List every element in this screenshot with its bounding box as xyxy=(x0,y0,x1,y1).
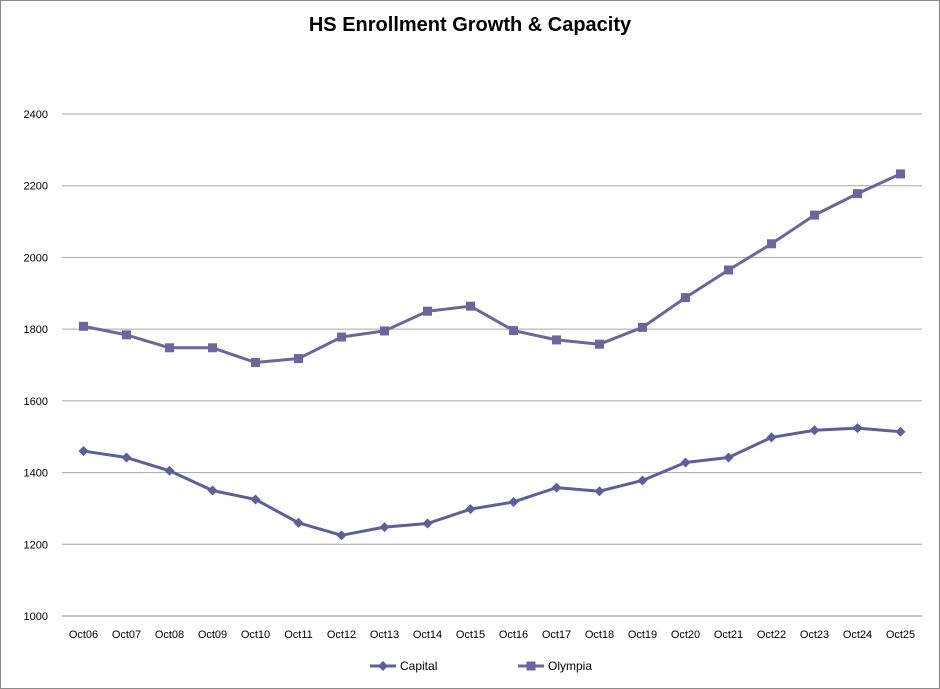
x-tick-label: Oct24 xyxy=(843,629,872,641)
y-tick-label: 1600 xyxy=(24,396,48,408)
x-tick-label: Oct20 xyxy=(671,629,700,641)
data-point-olympia xyxy=(251,357,260,367)
y-tick-label: 2400 xyxy=(24,109,48,121)
data-point-olympia xyxy=(466,301,475,311)
x-tick-label: Oct22 xyxy=(757,629,786,641)
data-point-capital xyxy=(78,446,89,457)
x-tick-label: Oct17 xyxy=(542,629,571,641)
x-tick-label: Oct13 xyxy=(370,629,399,641)
legend-marker-capital xyxy=(378,661,388,671)
series-line-olympia xyxy=(83,172,902,364)
data-point-olympia xyxy=(79,321,88,331)
data-point-capital xyxy=(422,518,433,529)
data-point-capital xyxy=(766,432,777,443)
legend-label-olympia: Olympia xyxy=(548,659,592,673)
data-point-capital xyxy=(809,425,820,436)
data-point-capital xyxy=(852,423,863,434)
x-tick-label: Oct06 xyxy=(69,629,98,641)
data-point-capital xyxy=(637,475,648,486)
y-tick-label: 2200 xyxy=(24,181,48,193)
series-line-capital xyxy=(83,426,901,537)
data-point-olympia xyxy=(552,335,561,345)
y-tick-label: 1000 xyxy=(24,611,48,623)
data-point-capital xyxy=(465,504,476,515)
data-point-olympia xyxy=(638,322,647,332)
data-point-olympia xyxy=(853,189,862,199)
data-point-capital xyxy=(164,465,175,476)
data-point-olympia xyxy=(724,265,733,275)
data-point-capital xyxy=(895,426,906,437)
x-tick-label: Oct14 xyxy=(413,629,442,641)
legend: Capital Olympia xyxy=(370,659,592,673)
y-tick-label: 1800 xyxy=(24,324,48,336)
data-point-capital xyxy=(594,486,605,497)
data-point-olympia xyxy=(767,239,776,249)
x-tick-label: Oct11 xyxy=(284,629,313,641)
data-point-capital xyxy=(508,496,519,507)
legend-label-capital: Capital xyxy=(400,659,437,673)
data-point-olympia xyxy=(208,343,217,353)
data-point-olympia xyxy=(122,330,131,340)
data-point-capital xyxy=(551,482,562,493)
data-point-olympia xyxy=(380,326,389,336)
x-axis-ticks: Oct06 Oct07 Oct08 Oct09 Oct10 Oct11 Oct12 Oct13… xyxy=(69,629,915,641)
x-tick-label: Oct16 xyxy=(499,629,528,641)
x-tick-label: Oct21 xyxy=(714,629,743,641)
x-tick-label: Oct25 xyxy=(886,629,915,641)
chart-title: HS Enrollment Growth & Capacity xyxy=(308,14,632,36)
x-tick-label: Oct12 xyxy=(327,629,356,641)
data-point-olympia xyxy=(810,210,819,220)
series-markers xyxy=(78,169,906,541)
data-point-olympia xyxy=(165,343,174,353)
series-lines xyxy=(83,172,902,537)
data-point-capital xyxy=(293,517,304,528)
data-point-olympia xyxy=(337,332,346,342)
data-point-capital xyxy=(680,457,691,468)
x-tick-label: Oct19 xyxy=(628,629,657,641)
y-tick-label: 2000 xyxy=(24,252,48,264)
data-point-olympia xyxy=(509,326,518,336)
data-point-capital xyxy=(379,522,390,533)
data-point-olympia xyxy=(423,306,432,316)
x-tick-label: Oct08 xyxy=(155,629,184,641)
data-point-capital xyxy=(121,452,132,463)
data-point-capital xyxy=(250,494,261,505)
data-point-capital xyxy=(723,452,734,463)
data-point-capital xyxy=(336,530,347,541)
data-point-olympia xyxy=(896,169,905,179)
data-point-capital xyxy=(207,485,218,496)
x-tick-label: Oct07 xyxy=(112,629,141,641)
gridlines xyxy=(62,113,922,617)
data-point-olympia xyxy=(294,354,303,364)
data-point-olympia xyxy=(595,339,604,349)
y-tick-label: 1200 xyxy=(24,539,48,551)
x-tick-label: Oct23 xyxy=(800,629,829,641)
x-tick-label: Oct18 xyxy=(585,629,614,641)
legend-marker-olympia xyxy=(526,661,536,671)
y-tick-label: 1400 xyxy=(24,468,48,480)
x-tick-label: Oct10 xyxy=(241,629,270,641)
y-axis-ticks: 1000 1200 1400 1600 1800 2000 2200 2400 xyxy=(24,109,48,623)
x-tick-label: Oct09 xyxy=(198,629,227,641)
x-tick-label: Oct15 xyxy=(456,629,485,641)
data-point-olympia xyxy=(681,293,690,303)
